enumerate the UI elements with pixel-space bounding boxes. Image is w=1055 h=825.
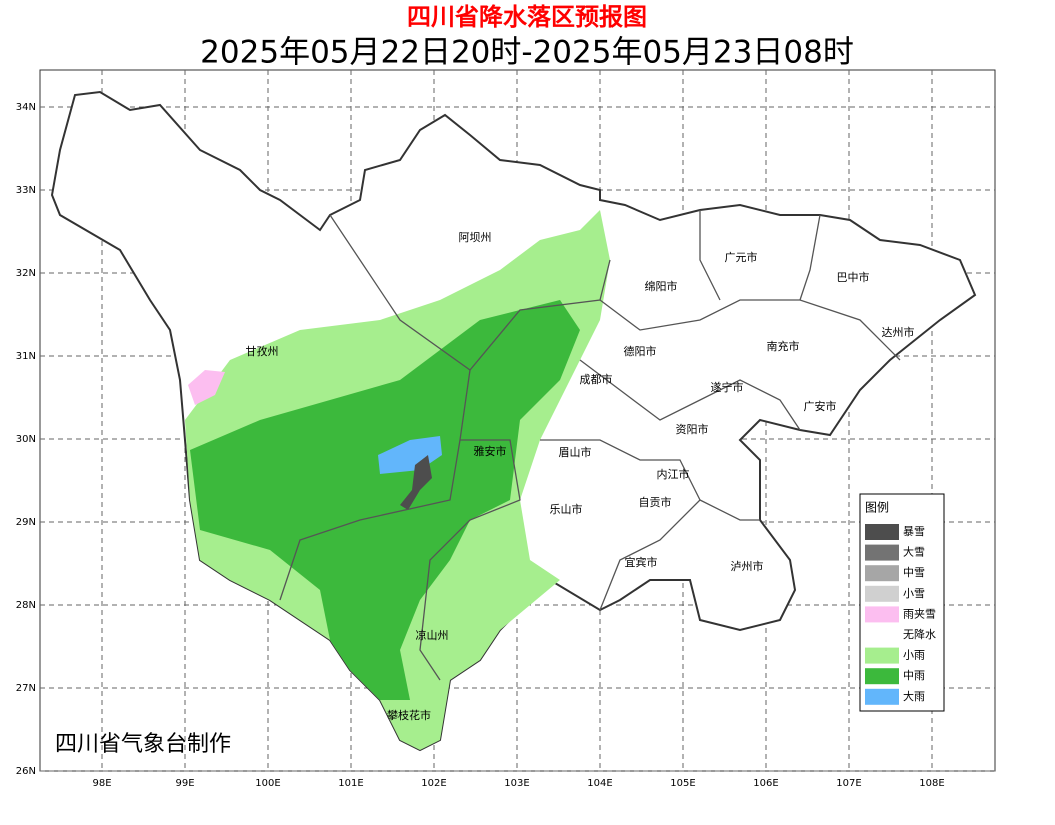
legend-swatch: [865, 524, 899, 540]
lat-label: 28N: [16, 600, 36, 611]
legend-swatch: [865, 606, 899, 623]
legend-label: 无降水: [903, 627, 936, 641]
lon-label: 101E: [338, 778, 363, 789]
lon-label: 103E: [504, 778, 529, 789]
region-label: 阿坝州: [459, 230, 492, 244]
region-label: 自贡市: [639, 495, 672, 509]
legend-label: 大雨: [903, 689, 925, 703]
snow-area: [400, 455, 432, 510]
region-label: 广元市: [725, 250, 758, 264]
legend-label: 雨夹雪: [903, 607, 936, 620]
lat-label: 32N: [16, 268, 36, 279]
credit: 四川省气象台制作: [55, 732, 231, 757]
legend-swatch: [865, 565, 899, 582]
region-label: 眉山市: [559, 445, 592, 459]
legend-swatch: [865, 544, 899, 561]
lon-label: 107E: [836, 778, 861, 789]
region-label: 泸州市: [731, 559, 764, 573]
lat-label: 33N: [16, 185, 36, 196]
region-label: 德阳市: [624, 344, 657, 358]
lat-label: 31N: [16, 351, 36, 362]
lat-label: 30N: [16, 434, 36, 445]
region-label: 成都市: [580, 372, 613, 386]
lon-label: 105E: [670, 778, 695, 789]
lat-label: 29N: [16, 517, 36, 528]
region-label: 资阳市: [676, 422, 709, 436]
legend-swatch: [865, 647, 899, 664]
lat-label: 27N: [16, 683, 36, 694]
lon-label: 98E: [92, 778, 111, 789]
region-label: 广安市: [804, 399, 837, 413]
legend-swatch: [865, 585, 899, 602]
region-label: 宜宾市: [625, 555, 658, 569]
legend-label: 小雨: [903, 649, 925, 662]
legend-label: 小雪: [903, 587, 925, 600]
sleet-area: [188, 370, 225, 405]
prefecture-borders: [279, 210, 901, 681]
legend-swatch: [865, 668, 899, 685]
legend-swatch: [865, 627, 899, 643]
lon-label: 102E: [421, 778, 446, 789]
legend-label: 暴雪: [903, 525, 925, 538]
title: 四川省降水落区预报图: [407, 3, 647, 31]
region-label: 雅安市: [474, 444, 507, 458]
lon-label: 108E: [919, 778, 944, 789]
lat-label: 34N: [16, 102, 36, 113]
lat-label: 26N: [16, 766, 36, 777]
legend-label: 中雪: [903, 566, 925, 579]
legend-label: 大雪: [903, 545, 925, 559]
legend-title: 图例: [865, 501, 889, 515]
region-label: 南充市: [767, 339, 800, 353]
region-label: 凉山州: [416, 628, 449, 642]
region-label: 攀枝花市: [387, 708, 431, 722]
legend-swatch: [865, 688, 899, 705]
region-label: 巴中市: [837, 270, 870, 284]
lon-label: 106E: [753, 778, 778, 789]
lon-label: 104E: [587, 778, 612, 789]
moderate-rain-area: [190, 300, 580, 700]
lon-label: 100E: [255, 778, 280, 789]
region-label: 甘孜州: [246, 344, 279, 358]
lon-label: 99E: [175, 778, 194, 789]
subtitle: 2025年05月22日20时-2025年05月23日08时: [200, 35, 854, 71]
region-label: 达州市: [882, 325, 915, 339]
region-label: 乐山市: [550, 502, 583, 516]
legend-label: 中雨: [903, 669, 925, 682]
region-label: 绵阳市: [645, 279, 678, 293]
region-label: 遂宁市: [711, 380, 744, 394]
region-label: 内江市: [657, 467, 690, 481]
